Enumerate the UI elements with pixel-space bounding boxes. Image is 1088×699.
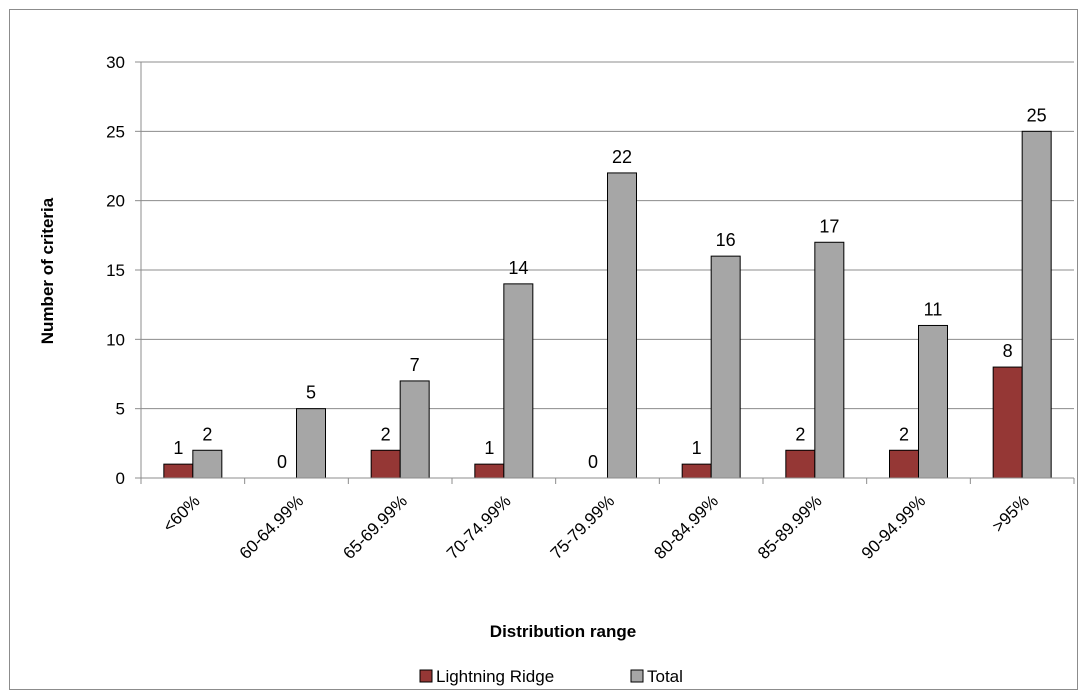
x-tick-label: <60%: [159, 491, 204, 536]
bar-total: [503, 283, 534, 479]
x-tick-label: 90-94.99%: [858, 491, 930, 563]
legend-swatch: [419, 669, 433, 683]
y-axis-tick-labels: 0 5 10 15 20 25 30: [106, 53, 125, 488]
y-tick-label: 30: [106, 53, 125, 72]
y-tick-label: 10: [106, 330, 125, 349]
data-label: 0: [588, 452, 598, 472]
x-tick-label: >95%: [988, 491, 1033, 536]
data-label: 1: [173, 438, 183, 458]
bar-total: [1021, 130, 1052, 479]
data-label: 2: [381, 424, 391, 444]
y-tick-label: 15: [106, 261, 125, 280]
data-label: 2: [899, 424, 909, 444]
bar-lightning-ridge: [681, 463, 712, 479]
x-axis-tick-labels: <60% 60-64.99% 65-69.99% 70-74.99% 75-79.99%…: [159, 491, 1033, 563]
bar-lightning-ridge: [163, 463, 194, 479]
y-tick-label: 20: [106, 192, 125, 211]
legend: Lightning Ridge Total: [419, 667, 683, 686]
x-tick-label: 65-69.99%: [339, 491, 411, 563]
bar-lightning-ridge: [785, 449, 816, 479]
bar-total: [192, 449, 223, 479]
y-tick-label: 25: [106, 122, 125, 141]
axes: [135, 61, 1075, 484]
bar-total: [814, 241, 845, 479]
data-label: 11: [924, 299, 943, 319]
data-label: 1: [692, 438, 702, 458]
bar-total: [918, 324, 948, 479]
legend-label: Lightning Ridge: [436, 667, 554, 686]
bar-total: [296, 408, 326, 479]
x-axis-title: Distribution range: [490, 622, 636, 641]
x-tick-label: 80-84.99%: [650, 491, 722, 563]
bar-lightning-ridge: [474, 463, 505, 479]
bar-lightning-ridge: [889, 449, 919, 479]
x-tick-label: 75-79.99%: [547, 491, 619, 563]
data-label: 2: [202, 424, 212, 444]
y-tick-label: 0: [116, 469, 125, 488]
bar-total: [399, 380, 430, 479]
data-label: 2: [795, 424, 805, 444]
legend-swatch: [630, 669, 644, 683]
data-label: 17: [819, 216, 839, 236]
bar-total: [607, 172, 637, 479]
chart-frame: [9, 9, 1078, 690]
x-tick-label: 60-64.99%: [236, 491, 308, 563]
bar-lightning-ridge: [370, 449, 401, 479]
data-label: 14: [508, 258, 528, 278]
x-tick-label: 85-89.99%: [754, 491, 826, 563]
data-label: 16: [716, 230, 736, 250]
data-label: 7: [410, 355, 420, 375]
data-label: 22: [612, 147, 632, 167]
bar-lightning-ridge: [992, 366, 1023, 479]
x-tick-label: 70-74.99%: [443, 491, 515, 563]
y-axis-title: Number of criteria: [38, 197, 57, 344]
data-label: 1: [484, 438, 494, 458]
bars: [163, 130, 1052, 479]
bar-total: [710, 255, 741, 479]
legend-label: Total: [647, 667, 683, 686]
data-label: 5: [306, 383, 316, 403]
y-tick-label: 5: [116, 400, 125, 419]
data-label: 8: [1003, 341, 1013, 361]
data-label: 0: [277, 452, 287, 472]
data-label: 25: [1027, 105, 1047, 125]
